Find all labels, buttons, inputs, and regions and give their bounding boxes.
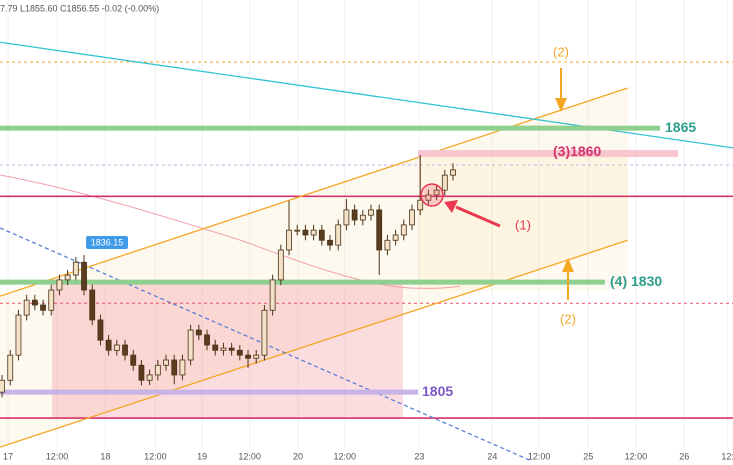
candle-body: [261, 309, 268, 356]
candle-body: [253, 354, 260, 359]
candle-body: [400, 224, 407, 236]
candles: [0, 154, 456, 398]
candle-body: [105, 339, 112, 351]
level-label: (4) 1830: [610, 273, 662, 289]
candle-body: [318, 229, 325, 241]
candle-body: [31, 299, 38, 306]
candle-body: [171, 359, 178, 376]
candle-body: [277, 249, 284, 281]
candle-body: [89, 289, 96, 321]
target-arrow-head: [555, 98, 567, 112]
candle-body: [409, 209, 415, 226]
candle-body: [245, 354, 251, 359]
candle-body: [138, 364, 145, 381]
candle-body: [97, 319, 104, 341]
x-tick-label: 12:00: [334, 451, 357, 461]
candle-body: [122, 344, 128, 356]
x-tick-label: 24: [487, 451, 497, 461]
candle-body: [146, 374, 153, 381]
annotation: (2): [560, 311, 576, 326]
candle-body: [64, 274, 71, 281]
price-tag-label: 1836.15: [91, 237, 124, 247]
candle-body: [228, 347, 235, 351]
level-label: 1805: [422, 383, 453, 399]
candle-body: [433, 189, 440, 196]
candle-body: [450, 169, 456, 176]
candle-body: [351, 209, 358, 221]
candle-body: [130, 354, 137, 366]
candle-body: [310, 229, 317, 236]
candle-body: [269, 279, 276, 311]
candle-body: [48, 289, 55, 311]
ohlc-readout: 7.79 L1855.60 C1856.55 -0.02 (-0.00%): [0, 3, 159, 13]
level-label: (3)1860: [553, 143, 601, 159]
candle-body: [302, 229, 309, 236]
labels: 17 12:00 18 12:00 19 12:00 20 12:00 23 24 12:00 25 1…: [3, 119, 733, 462]
candle-body: [195, 329, 202, 336]
trendline: [0, 239, 628, 448]
x-tick-label: 12:00: [625, 451, 648, 461]
candle-body: [7, 354, 14, 381]
level-label: 1865: [665, 119, 696, 135]
pointer-arrow-head: [444, 200, 458, 213]
x-tick-label: 26: [679, 451, 689, 461]
candle-body: [359, 214, 366, 221]
candle-body: [425, 194, 432, 201]
candle-body: [376, 209, 383, 251]
candle-body: [236, 349, 243, 356]
x-tick-label: 12:00: [144, 451, 167, 461]
candle-body: [294, 229, 301, 232]
candle-body: [23, 299, 30, 316]
range-zone: [52, 282, 403, 418]
candle-body: [56, 279, 63, 291]
x-tick-label: 12:00: [46, 451, 69, 461]
candle-body: [0, 379, 5, 393]
pointer-arrow: [455, 205, 501, 228]
candle-body: [368, 209, 374, 216]
x-tick-label: 25: [583, 451, 593, 461]
x-tick-label: 18: [100, 451, 110, 461]
candle-body: [15, 314, 22, 356]
candle-body: [335, 224, 342, 246]
candle-body: [72, 261, 79, 276]
channel-fill: [0, 88, 628, 447]
candle-body: [417, 199, 424, 211]
x-tick-label: 12:00: [528, 451, 551, 461]
candle-body: [163, 359, 169, 366]
candle-body: [204, 334, 210, 346]
x-tick-label: 20: [293, 451, 303, 461]
candle-body: [212, 344, 219, 351]
highlight-circle: [420, 183, 444, 207]
candle-body: [40, 304, 46, 311]
annotation: (1): [515, 217, 531, 232]
candle-body: [286, 229, 292, 251]
x-tick-label: 12:: [721, 451, 733, 461]
candle-body: [179, 359, 186, 376]
candle-body: [441, 174, 448, 191]
target-arrow-head: [562, 258, 574, 272]
trendline: [0, 87, 628, 297]
candle-body: [343, 209, 350, 226]
candle-body: [154, 364, 161, 376]
x-tick-label: 17: [3, 451, 13, 461]
price-tag: [86, 236, 129, 250]
candle-body: [81, 261, 87, 291]
candle-body: [187, 329, 194, 361]
candle-body: [113, 344, 120, 351]
candle-body: [220, 347, 227, 351]
x-tick-label: 19: [197, 451, 207, 461]
x-tick-label: 12:00: [238, 451, 261, 461]
level-zone: [418, 150, 678, 158]
candle-body: [392, 234, 399, 241]
candle-body: [384, 239, 391, 251]
annotation: (2): [553, 44, 569, 59]
candle-body: [327, 239, 333, 246]
x-tick-label: 23: [414, 451, 424, 461]
